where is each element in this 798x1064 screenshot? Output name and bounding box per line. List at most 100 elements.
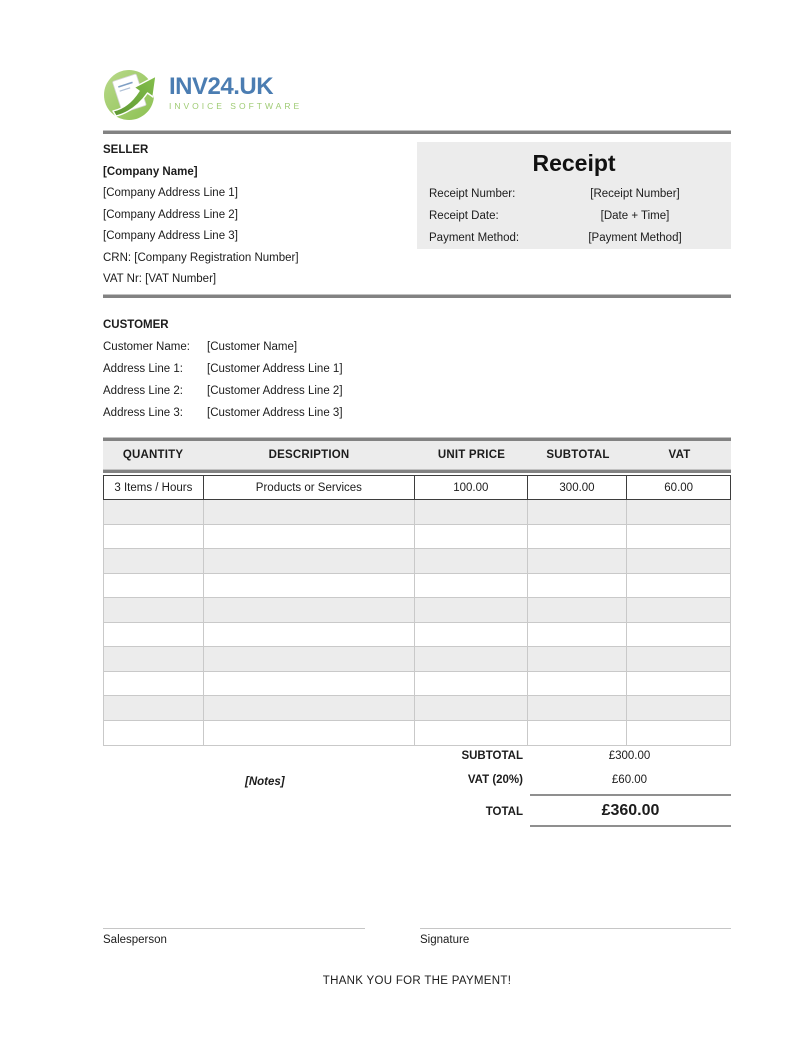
- column-header-unit-price: UNIT PRICE: [437, 449, 506, 461]
- page-content: INV24.UK INVOICE SOFTWARE SELLER [Compan…: [103, 0, 731, 1064]
- empty-cell: [627, 721, 730, 746]
- column-header-vat: VAT: [668, 449, 691, 461]
- header-divider: [103, 130, 731, 134]
- thank-you-message: THANK YOU FOR THE PAYMENT!: [322, 975, 512, 987]
- seller-address-line: [Company Address Line 3]: [103, 230, 238, 242]
- item-vat: 60.00: [664, 481, 694, 494]
- empty-cell: [104, 549, 204, 573]
- item-unit-price: 100.00: [415, 476, 528, 499]
- receipt-summary-box: Receipt Receipt Number: [Receipt Number]…: [417, 142, 731, 249]
- customer-address1-label: Address Line 1:: [103, 363, 183, 375]
- item-description: Products or Services: [204, 476, 416, 499]
- empty-cell: [627, 696, 730, 720]
- empty-cell: [415, 549, 528, 573]
- customer-address2-row: Address Line 2: [Customer Address Line 2…: [103, 380, 503, 402]
- items-table-empty-rows: [103, 500, 731, 746]
- receipt-number-row: Receipt Number: [Receipt Number]: [417, 183, 731, 205]
- empty-cell: [415, 500, 528, 524]
- subtotal-label: SUBTOTAL: [461, 750, 523, 762]
- table-empty-row: [104, 720, 730, 746]
- vat-value: £60.00: [611, 774, 648, 786]
- empty-cell: [627, 598, 730, 622]
- empty-cell: [104, 671, 204, 695]
- salesperson-label: Salesperson: [103, 934, 167, 946]
- receipt-number-label: Receipt Number:: [429, 188, 516, 200]
- empty-cell: [104, 524, 204, 548]
- table-empty-row: [104, 549, 730, 574]
- empty-cell: [104, 500, 204, 524]
- empty-cell: [627, 672, 730, 696]
- empty-cell: [204, 671, 416, 695]
- empty-cell: [204, 573, 416, 597]
- empty-cell: [104, 696, 204, 720]
- seller-vat: VAT Nr: [VAT Number]: [103, 273, 217, 285]
- table-empty-row: [104, 573, 730, 598]
- customer-address3-value: [Customer Address Line 3]: [207, 407, 343, 419]
- signature-label: Signature: [420, 934, 470, 946]
- customer-heading: CUSTOMER: [103, 319, 169, 331]
- customer-name-label: Customer Name:: [103, 341, 190, 353]
- receipt-number-value: [Receipt Number]: [590, 188, 680, 200]
- empty-cell: [204, 524, 416, 548]
- salesperson-signature-line: Salesperson: [103, 928, 365, 946]
- items-table-header: QUANTITY DESCRIPTION UNIT PRICE SUBTOTAL…: [103, 437, 731, 473]
- receipt-title: Receipt: [532, 150, 616, 176]
- total-value: £360.00: [530, 794, 731, 827]
- empty-cell: [415, 720, 528, 745]
- payment-method-label: Payment Method:: [429, 232, 520, 244]
- subtotal-value: £300.00: [608, 750, 651, 762]
- empty-cell: [627, 574, 730, 598]
- customer-address3-label: Address Line 3:: [103, 407, 183, 419]
- customer-address2-value: [Customer Address Line 2]: [207, 385, 343, 397]
- table-empty-row: [104, 696, 730, 721]
- item-row: 3 Items / Hours Products or Services 100…: [103, 475, 731, 500]
- customer-address1-row: Address Line 1: [Customer Address Line 1…: [103, 358, 503, 380]
- seller-crn: CRN: [Company Registration Number]: [103, 251, 299, 264]
- empty-cell: [528, 598, 628, 622]
- empty-cell: [528, 549, 628, 573]
- seller-company-name: [Company Name]: [103, 165, 198, 178]
- empty-cell: [204, 720, 416, 745]
- receipt-date-value: [Date + Time]: [600, 210, 670, 222]
- seller-address-line: [Company Address Line 1]: [103, 187, 238, 199]
- empty-cell: [204, 622, 416, 646]
- payment-method-value: [Payment Method]: [588, 232, 682, 244]
- seller-heading: SELLER: [103, 144, 149, 156]
- item-quantity: 3 Items / Hours: [104, 476, 204, 499]
- column-header-quantity: QUANTITY: [122, 449, 184, 461]
- items-table-header-band: QUANTITY DESCRIPTION UNIT PRICE SUBTOTAL…: [103, 441, 731, 469]
- table-empty-row: [104, 622, 730, 647]
- receipt-date-label: Receipt Date:: [429, 210, 499, 222]
- empty-cell: [528, 671, 628, 695]
- empty-cell: [104, 647, 204, 671]
- seller-divider: [103, 294, 731, 298]
- table-empty-row: [104, 524, 730, 549]
- empty-cell: [528, 696, 628, 720]
- seller-section: SELLER [Company Name] [Company Address L…: [103, 140, 403, 291]
- empty-cell: [528, 500, 628, 524]
- empty-cell: [104, 622, 204, 646]
- column-header-subtotal: SUBTOTAL: [546, 449, 610, 461]
- logo-text: INV24.UK INVOICE SOFTWARE: [169, 75, 302, 112]
- empty-cell: [204, 647, 416, 671]
- invoice-arrow-logo-icon: [104, 70, 157, 120]
- empty-cell: [415, 622, 528, 646]
- empty-cell: [528, 720, 628, 745]
- vat-label: VAT (20%): [467, 774, 523, 786]
- customer-address3-row: Address Line 3: [Customer Address Line 3…: [103, 402, 503, 424]
- customer-name-row: Customer Name: [Customer Name]: [103, 336, 503, 358]
- empty-cell: [627, 525, 730, 549]
- total-label: TOTAL: [485, 806, 523, 818]
- customer-address1-value: [Customer Address Line 1]: [207, 363, 343, 375]
- column-header-description: DESCRIPTION: [268, 449, 350, 461]
- empty-cell: [415, 524, 528, 548]
- empty-cell: [204, 500, 416, 524]
- notes-placeholder: [Notes]: [245, 776, 285, 788]
- empty-cell: [627, 623, 730, 647]
- empty-cell: [627, 549, 730, 573]
- table-empty-row: [104, 671, 730, 696]
- table-empty-row: [104, 500, 730, 525]
- empty-cell: [415, 573, 528, 597]
- empty-cell: [627, 647, 730, 671]
